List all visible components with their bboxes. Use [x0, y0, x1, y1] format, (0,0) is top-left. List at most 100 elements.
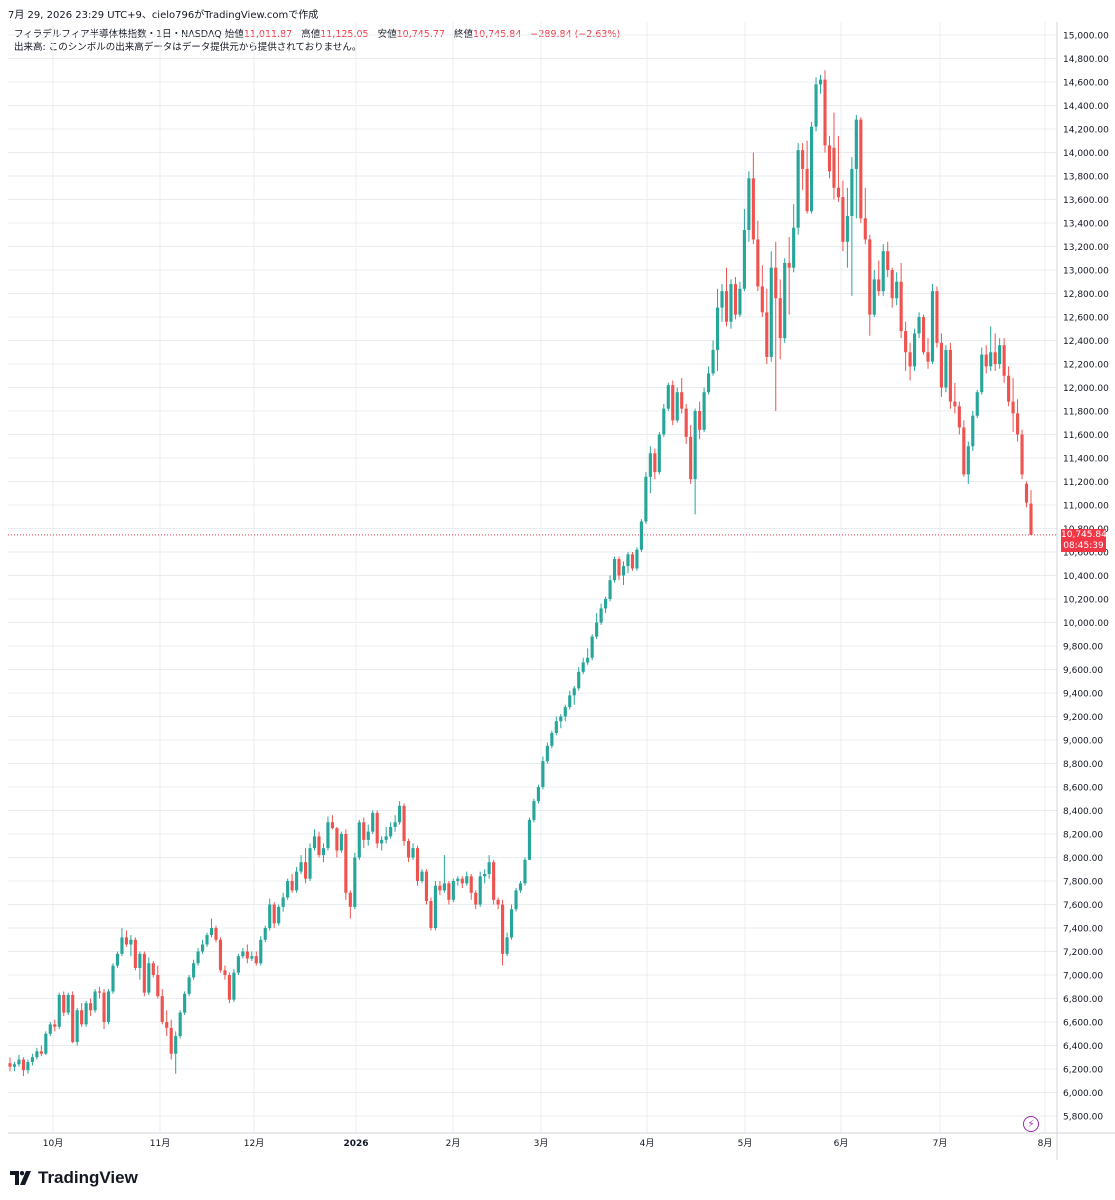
- candle-body: [792, 227, 796, 268]
- candle-body: [921, 317, 926, 353]
- candle-body: [760, 286, 764, 313]
- candle-body: [563, 707, 567, 717]
- candle-body: [653, 453, 657, 473]
- candle-body: [577, 671, 581, 689]
- candle-body: [774, 267, 778, 299]
- tradingview-logo-icon[interactable]: [10, 1171, 32, 1185]
- y-tick-label: 10,600.00: [1063, 549, 1109, 559]
- candle-body: [151, 963, 155, 975]
- candle-body: [133, 939, 137, 968]
- candle-body: [321, 848, 326, 856]
- candle-body: [944, 349, 948, 388]
- candle-body: [805, 168, 809, 212]
- candle-body: [344, 834, 348, 893]
- candle-body: [729, 284, 733, 322]
- candle-body: [465, 876, 469, 884]
- chart-header: 7月 29, 2026 23:29 UTC+9、cielo796がTrading…: [8, 6, 318, 21]
- candle-body: [75, 1010, 79, 1042]
- candle-body: [648, 453, 652, 477]
- y-tick-label: 8,000.00: [1063, 854, 1103, 864]
- y-tick-label: 7,000.00: [1063, 972, 1103, 982]
- header-text: 7月 29, 2026 23:29 UTC+9、cielo796がTrading…: [8, 10, 319, 21]
- y-tick-label: 13,200.00: [1063, 243, 1109, 253]
- candle-body: [393, 822, 397, 827]
- candle-body: [635, 549, 639, 569]
- candle-body: [675, 392, 679, 421]
- candle-body: [254, 956, 258, 964]
- candle-body: [330, 822, 334, 829]
- x-tick-label: 2月: [446, 1138, 461, 1149]
- candle-body: [810, 126, 814, 212]
- candle-body: [751, 178, 755, 240]
- tradingview-brand[interactable]: TradingView: [38, 1168, 138, 1187]
- candle-body: [581, 662, 585, 672]
- x-tick-label: 10月: [43, 1138, 63, 1149]
- candle-body: [684, 408, 688, 437]
- candle-body: [863, 218, 867, 240]
- candle-body: [57, 994, 61, 1027]
- candle-body: [17, 1059, 21, 1065]
- candle-body: [232, 972, 236, 1000]
- candlestick-chart[interactable]: 5,800.00 6,000.00 6,200.00 6,400.00 6,600.00…: [0, 0, 1115, 1160]
- candle-body: [930, 291, 935, 362]
- candle-body: [424, 871, 429, 901]
- candle-body: [227, 975, 231, 1000]
- candle-body: [621, 566, 626, 576]
- candle-body: [671, 385, 675, 421]
- candle-body: [630, 554, 635, 569]
- y-tick-label: 8,800.00: [1063, 760, 1103, 770]
- candle-body: [953, 401, 957, 407]
- countdown-value: 08:45:39: [1063, 541, 1104, 551]
- candle-body: [814, 84, 818, 127]
- candle-body: [89, 1003, 93, 1011]
- lightning-icon[interactable]: ⚡: [1023, 1116, 1039, 1132]
- candle-body: [962, 427, 966, 475]
- candle-body: [178, 1012, 182, 1037]
- candle-body: [290, 881, 294, 891]
- x-tick-label: 11月: [150, 1138, 170, 1149]
- candle-body: [129, 939, 133, 945]
- candle-body: [380, 839, 384, 844]
- y-tick-label: 6,000.00: [1063, 1089, 1103, 1099]
- y-tick-label: 7,400.00: [1063, 925, 1103, 935]
- candle-body: [80, 1010, 84, 1025]
- candle-body: [733, 284, 738, 315]
- candle-body: [545, 745, 549, 762]
- candle-body: [662, 408, 666, 435]
- candle-body: [850, 168, 854, 216]
- last-price-value: 10,745.84: [1061, 530, 1107, 540]
- candle-body: [872, 279, 876, 315]
- candle-body: [971, 415, 975, 447]
- candle-body: [917, 317, 921, 334]
- y-tick-label: 11,000.00: [1063, 502, 1109, 512]
- y-tick-label: 6,400.00: [1063, 1042, 1103, 1052]
- y-tick-label: 11,600.00: [1063, 431, 1109, 441]
- candle-body: [680, 392, 684, 409]
- candle-body: [21, 1059, 26, 1071]
- volume-note: 出来高: このシンボルの出来高データはデータ提供元から提供されておりません。: [14, 39, 361, 53]
- candle-body: [590, 636, 594, 658]
- candle-body: [935, 291, 939, 343]
- y-tick-label: 6,800.00: [1063, 995, 1103, 1005]
- candle-body: [142, 953, 146, 993]
- candle-body: [308, 848, 312, 879]
- candle-body: [509, 909, 514, 938]
- candle-body: [693, 411, 697, 480]
- y-tick-label: 9,800.00: [1063, 643, 1103, 653]
- candle-body: [845, 215, 849, 242]
- y-tick-label: 14,400.00: [1063, 102, 1109, 112]
- candle-body: [756, 239, 760, 287]
- candle-body: [39, 1051, 43, 1054]
- candle-body: [536, 787, 540, 802]
- candle-body: [30, 1057, 34, 1062]
- candle-body: [12, 1064, 17, 1067]
- candle-body: [8, 1063, 12, 1067]
- y-tick-label: 8,400.00: [1063, 807, 1103, 817]
- candle-body: [214, 928, 218, 940]
- y-tick-label: 11,800.00: [1063, 408, 1109, 418]
- candle-body: [765, 312, 769, 357]
- y-tick-label: 10,000.00: [1063, 619, 1109, 629]
- y-tick-label: 14,200.00: [1063, 126, 1109, 136]
- candle-body: [469, 876, 473, 893]
- x-tick-label: 2026: [343, 1139, 368, 1149]
